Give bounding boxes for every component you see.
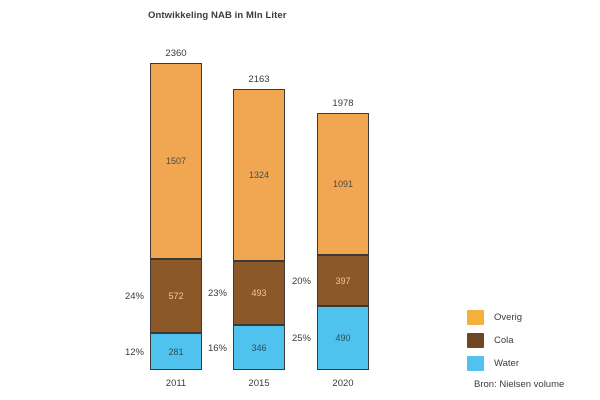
legend-label: Overig — [494, 312, 522, 323]
segment-value-label: 346 — [251, 342, 267, 353]
segment-pct-label: 20% — [291, 275, 311, 287]
legend-swatch-overig — [467, 310, 484, 325]
segment-value-label: 493 — [251, 287, 267, 298]
segment-value-label: 572 — [168, 291, 184, 302]
bar-segment-overig-2015: 1324 — [233, 88, 285, 261]
legend-label: Cola — [494, 335, 514, 346]
segment-pct-label: 12% — [124, 346, 144, 358]
legend-swatch-water — [467, 356, 484, 371]
segment-pct-label: 23% — [207, 287, 227, 299]
bar-total-label: 1978 — [332, 97, 354, 109]
legend: Overig Cola Water — [467, 310, 522, 371]
source-note: Bron: Nielsen volume — [474, 379, 565, 390]
segment-value-label: 1507 — [165, 156, 187, 167]
legend-swatch-cola — [467, 333, 484, 348]
bar-total-label: 2360 — [165, 48, 187, 60]
legend-label: Water — [494, 358, 519, 369]
bar-segment-overig-2020: 1091 — [317, 112, 369, 255]
bar-segment-cola-2015: 493 — [233, 260, 285, 326]
bar-segment-cola-2011: 572 — [150, 259, 202, 334]
segment-pct-label: 16% — [207, 342, 227, 354]
chart-title: Ontwikkeling NAB in Mln Liter — [148, 10, 287, 21]
bar-segment-water-2011: 281 — [150, 333, 202, 370]
segment-value-label: 397 — [335, 275, 351, 286]
legend-item-water: Water — [467, 356, 522, 371]
segment-value-label: 490 — [335, 333, 351, 344]
segment-value-label: 1324 — [248, 169, 270, 180]
segment-value-label: 281 — [168, 346, 184, 357]
bar-segment-water-2020: 490 — [317, 306, 369, 370]
legend-item-overig: Overig — [467, 310, 522, 325]
legend-item-cola: Cola — [467, 333, 522, 348]
bar-segment-overig-2011: 1507 — [150, 63, 202, 260]
segment-pct-label: 25% — [291, 333, 311, 345]
bar-segment-cola-2020: 397 — [317, 254, 369, 307]
x-axis-label-2011: 2011 — [165, 378, 187, 389]
bar-segment-water-2015: 346 — [233, 325, 285, 370]
x-axis-label-2020: 2020 — [332, 378, 354, 389]
x-axis-label-2015: 2015 — [248, 378, 270, 389]
bar-total-label: 2163 — [248, 73, 270, 85]
segment-value-label: 1091 — [332, 178, 354, 189]
segment-pct-label: 24% — [124, 291, 144, 303]
